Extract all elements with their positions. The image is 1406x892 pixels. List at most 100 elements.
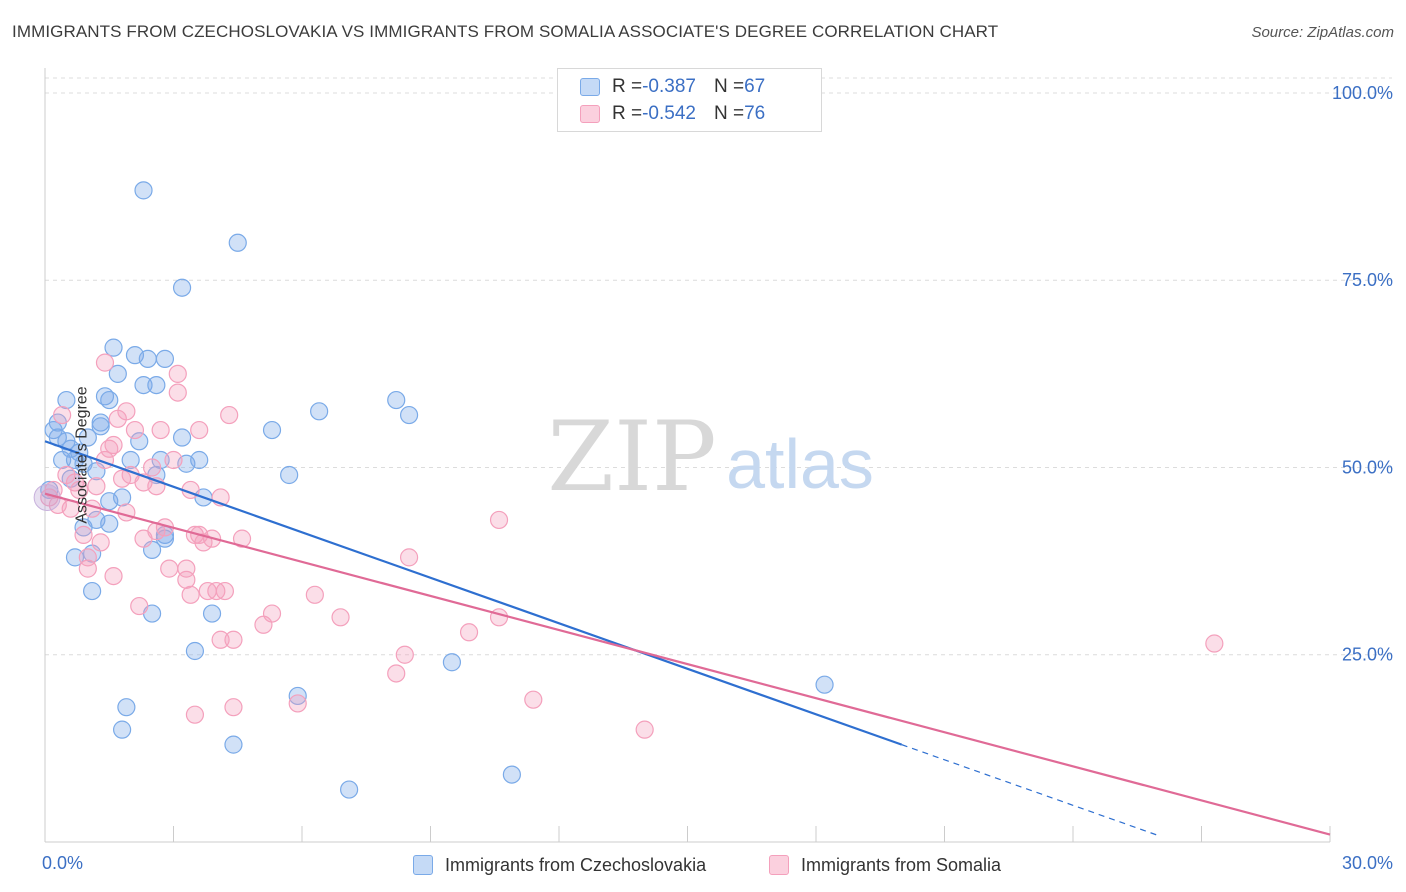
czech-point [172,278,192,297]
somalia-point [104,435,123,455]
somalia-point [399,548,419,567]
czech-trend-extension [901,744,1159,837]
legend-row-czech: R = -0.387 N = 67 [580,74,765,100]
czech-point [262,420,282,440]
legend-r-value: -0.387 [642,76,696,97]
somalia-point [489,510,509,530]
x-tick-label: 0.0% [42,853,83,873]
czech-point [228,233,247,252]
somalia-point [74,525,93,545]
somalia-point [91,533,110,552]
y-tick-label: 25.0% [1342,645,1393,665]
czech-point [399,405,419,425]
czech-point [288,686,307,706]
somalia-point [160,559,179,578]
czech-point [91,417,110,436]
somalia-point [70,480,89,500]
y-axis-label: Associate's Degree [73,386,91,524]
czech-point [117,698,136,717]
czech-point [65,548,85,567]
watermark-atlas: atlas [726,425,874,503]
czech-point [78,428,97,447]
somalia-point [211,630,230,649]
bottom-legend-czech: Immigrants from Czechoslovakia [413,852,706,878]
somalia-point [164,450,183,470]
somalia-point [125,420,145,440]
somalia-swatch [769,855,789,875]
somalia-point [117,503,136,522]
y-tick-label: 100.0% [1332,83,1393,103]
gridlines [45,77,1392,656]
czech-point [185,641,205,661]
somalia-point [305,585,324,604]
somalia-point [181,585,200,604]
legend-r-label: R = [612,76,643,97]
somalia-point [224,698,243,717]
czech-point [130,432,149,451]
axes [44,68,1331,843]
x-tick-label: 30.0% [1342,853,1393,873]
czech-point [100,514,119,533]
y-tick-label: 50.0% [1342,457,1393,477]
czech-point [155,349,175,368]
czech-point [134,181,153,200]
watermark-zip: ZIP [547,401,716,513]
somalia-point [1205,634,1224,653]
somalia-point [78,559,97,578]
bottom-legend-somalia: Immigrants from Somalia [769,852,1001,878]
somalia-point [262,604,282,623]
source-label: Source: ZipAtlas.com [1251,24,1394,41]
somalia-point [168,383,187,402]
somalia-point [489,608,509,627]
somalia-point [215,581,234,601]
czech-trend-line [44,440,903,746]
czech-point [83,581,102,601]
somalia-point [177,559,196,578]
czech-point [147,375,166,395]
legend-n-value: 76 [744,103,766,124]
czech-point [202,604,222,623]
somalia-point [130,596,149,616]
tick-labels: 25.0% 50.0% 75.0% 100.0% 0.0% 30.0% [42,83,1393,873]
legend-r-value: -0.542 [642,103,696,124]
somalia-point [95,353,115,372]
czech-point [121,450,140,470]
czech-point [442,653,462,672]
somalia-point [232,529,252,548]
somalia-point [331,608,350,627]
chart-title: IMMIGRANTS FROM CZECHOSLOVAKIA VS IMMIGR… [12,22,999,41]
legend: R = -0.387 N = 67 R = -0.542 N = 76 [557,68,822,132]
somalia-swatch [580,105,600,123]
czech-point [100,390,119,410]
czech-point [502,765,521,784]
legend-row-somalia: R = -0.542 N = 76 [580,101,765,127]
somalia-point [104,566,123,586]
somalia-point [387,664,406,683]
somalia-point [151,420,170,440]
czech-swatch [580,78,600,96]
czech-point [112,720,132,739]
czech-point [134,375,153,395]
somalia-point [224,630,243,649]
czech-point [172,428,192,447]
trend-lines [44,440,1331,837]
czech-point [57,390,76,410]
somalia-trend-line [44,492,1331,836]
somalia-point [142,458,162,477]
legend-n-label: N = [713,103,745,124]
czech-point [104,338,123,357]
czech-point [224,735,243,754]
legend-n-label: N = [713,76,745,97]
czech-point [815,675,834,694]
czech-swatch [413,855,433,875]
somalia-point [117,402,136,421]
somalia-point [288,694,307,713]
czech-point [340,780,359,799]
somalia-point [168,364,187,383]
watermark: ZIP atlas [547,401,874,513]
somalia-point [524,690,543,709]
bottom-legend-czech-label: Immigrants from Czechoslovakia [445,854,707,875]
czech-point [138,349,157,368]
somalia-point [185,705,205,724]
